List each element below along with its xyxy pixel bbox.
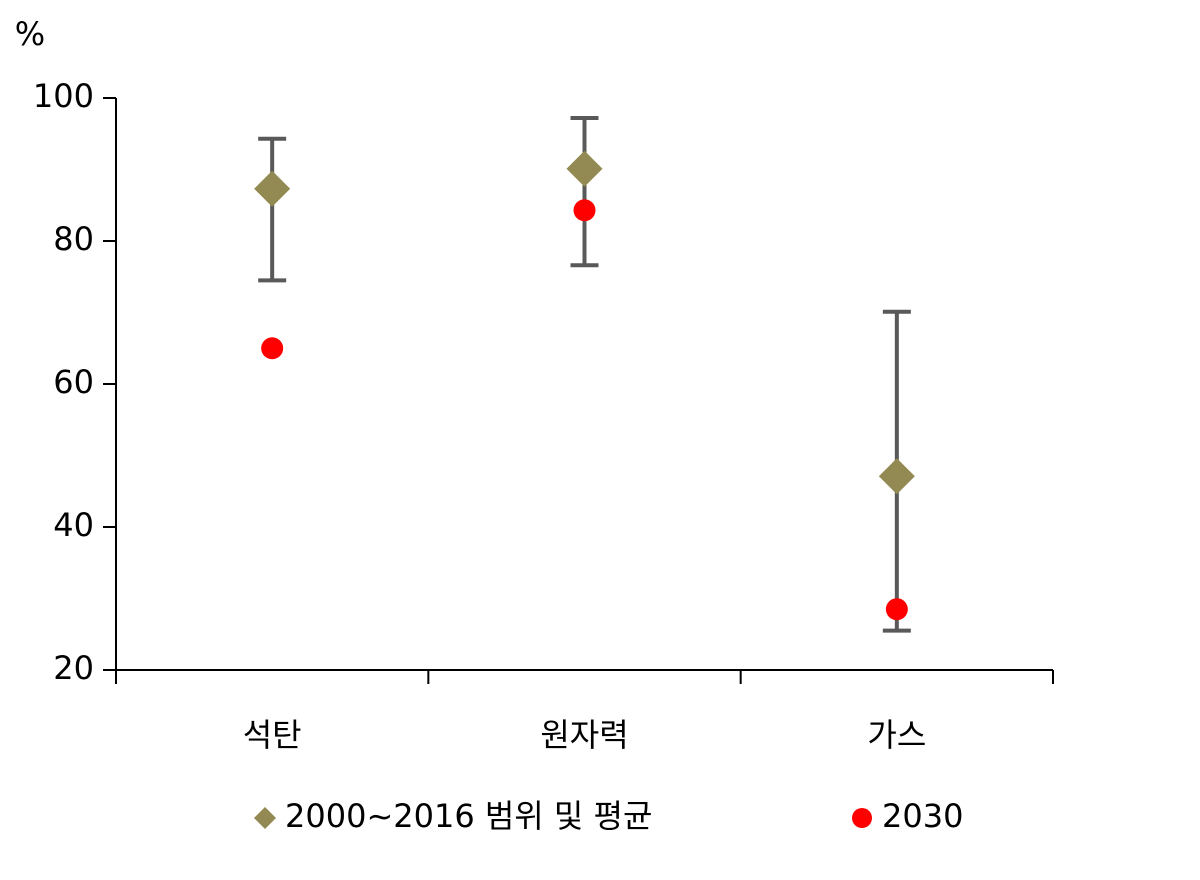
- x-tick-label: 원자력: [540, 716, 628, 754]
- diamond-marker: [566, 150, 603, 187]
- circle-marker: [885, 598, 908, 621]
- error-bar: [258, 136, 287, 283]
- diamond-marker: [878, 458, 915, 495]
- y-tick-label: 40: [53, 506, 94, 544]
- circle-marker: [573, 199, 596, 222]
- diamond-marker: [254, 170, 291, 207]
- error-bar: [570, 116, 599, 268]
- y-tick-label: 20: [53, 649, 94, 687]
- legend-marker: [254, 807, 276, 829]
- legend-marker: [852, 808, 872, 828]
- y-axis-label: %: [15, 15, 45, 53]
- legend-label: 2030: [882, 797, 963, 835]
- y-tick-label: 60: [53, 363, 94, 401]
- x-tick-label: 가스: [867, 716, 926, 754]
- y-tick-label: 80: [53, 220, 94, 258]
- circle-marker: [261, 337, 284, 360]
- x-tick-label: 석탄: [243, 716, 302, 754]
- legend-label: 2000~2016 범위 및 평균: [285, 797, 652, 835]
- y-tick-label: 100: [33, 77, 94, 115]
